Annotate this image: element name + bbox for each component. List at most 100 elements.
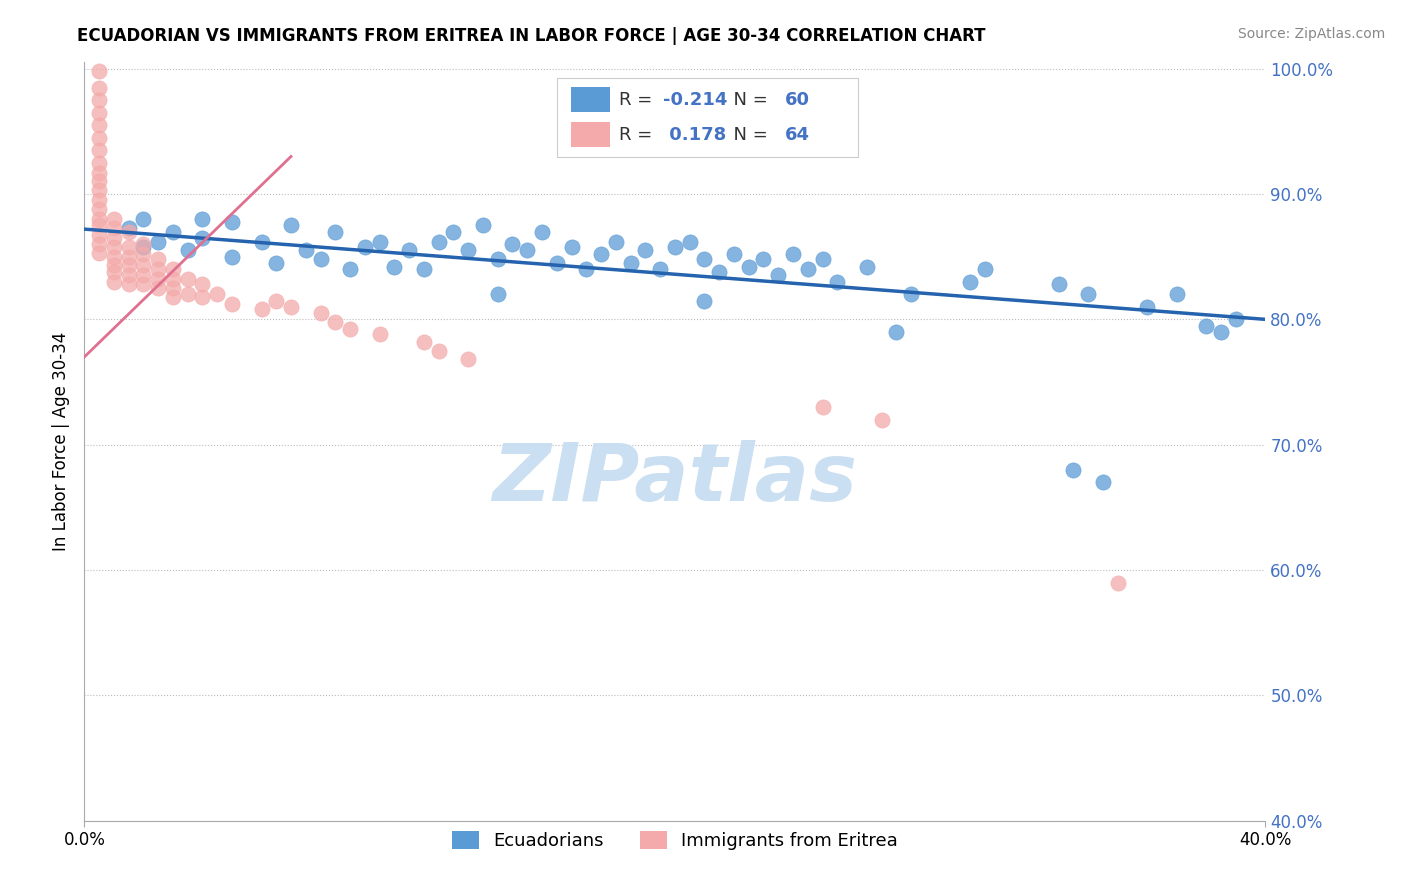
- Text: 60: 60: [785, 91, 810, 109]
- Point: [413, 334, 436, 349]
- Point: [118, 259, 141, 273]
- Point: [132, 268, 155, 283]
- Point: [132, 259, 155, 273]
- Point: [811, 400, 834, 414]
- Point: [87, 202, 111, 216]
- Point: [191, 277, 214, 292]
- Point: [827, 275, 849, 289]
- Point: [103, 220, 125, 235]
- Text: 64: 64: [785, 126, 810, 144]
- Point: [856, 260, 879, 274]
- Text: N =: N =: [723, 126, 773, 144]
- Point: [709, 265, 731, 279]
- Point: [886, 325, 908, 339]
- Point: [177, 287, 200, 301]
- Point: [900, 287, 922, 301]
- Point: [486, 252, 509, 267]
- Point: [87, 219, 111, 233]
- Point: [103, 265, 125, 279]
- Point: [309, 252, 332, 267]
- Point: [87, 105, 111, 120]
- Bar: [571, 87, 610, 112]
- Text: ZIPatlas: ZIPatlas: [492, 441, 858, 518]
- Point: [87, 130, 111, 145]
- Point: [118, 250, 141, 264]
- Point: [738, 260, 761, 274]
- Point: [811, 252, 834, 267]
- Point: [591, 247, 613, 261]
- Point: [382, 260, 406, 274]
- Point: [118, 277, 141, 292]
- Point: [162, 290, 184, 304]
- Point: [177, 272, 200, 286]
- Point: [280, 219, 302, 233]
- Point: [443, 225, 465, 239]
- Point: [501, 237, 523, 252]
- Point: [132, 247, 155, 261]
- Point: [221, 214, 243, 228]
- Point: [486, 287, 509, 301]
- Point: [768, 268, 790, 283]
- Point: [221, 297, 243, 311]
- Point: [368, 235, 391, 249]
- Text: ECUADORIAN VS IMMIGRANTS FROM ERITREA IN LABOR FORCE | AGE 30-34 CORRELATION CHA: ECUADORIAN VS IMMIGRANTS FROM ERITREA IN…: [77, 27, 986, 45]
- Point: [191, 212, 214, 227]
- Point: [103, 240, 125, 254]
- Point: [132, 277, 155, 292]
- Text: -0.214: -0.214: [664, 91, 727, 109]
- Point: [87, 174, 111, 188]
- Point: [1063, 463, 1085, 477]
- Bar: [571, 122, 610, 147]
- Point: [266, 256, 288, 270]
- Point: [664, 240, 686, 254]
- Point: [679, 235, 702, 249]
- Point: [309, 306, 332, 320]
- Text: R =: R =: [620, 91, 658, 109]
- Point: [1166, 287, 1188, 301]
- Point: [516, 244, 538, 258]
- Point: [207, 287, 229, 301]
- FancyBboxPatch shape: [557, 78, 858, 157]
- Point: [413, 262, 436, 277]
- Text: R =: R =: [620, 126, 658, 144]
- Point: [148, 235, 170, 249]
- Point: [87, 194, 111, 208]
- Point: [368, 327, 391, 342]
- Point: [959, 275, 981, 289]
- Point: [561, 240, 583, 254]
- Point: [457, 352, 479, 367]
- Point: [87, 143, 111, 157]
- Point: [427, 343, 450, 358]
- Point: [1225, 312, 1247, 326]
- Point: [339, 262, 361, 277]
- Point: [162, 262, 184, 277]
- Point: [752, 252, 775, 267]
- Point: [472, 219, 495, 233]
- Point: [398, 244, 420, 258]
- Point: [325, 225, 347, 239]
- Point: [1107, 575, 1129, 590]
- Point: [250, 235, 273, 249]
- Point: [103, 275, 125, 289]
- Point: [457, 244, 479, 258]
- Point: [546, 256, 568, 270]
- Point: [148, 272, 170, 286]
- Point: [782, 247, 804, 261]
- Point: [118, 240, 141, 254]
- Point: [575, 262, 598, 277]
- Point: [132, 240, 155, 254]
- Point: [974, 262, 997, 277]
- Text: 0.178: 0.178: [664, 126, 727, 144]
- Point: [87, 64, 111, 78]
- Point: [103, 212, 125, 227]
- Point: [354, 240, 377, 254]
- Point: [87, 228, 111, 243]
- Point: [191, 231, 214, 245]
- Point: [870, 412, 893, 426]
- Point: [1077, 287, 1099, 301]
- Point: [295, 244, 318, 258]
- Point: [1092, 475, 1115, 490]
- Point: [87, 118, 111, 132]
- Y-axis label: In Labor Force | Age 30-34: In Labor Force | Age 30-34: [52, 332, 70, 551]
- Point: [87, 155, 111, 169]
